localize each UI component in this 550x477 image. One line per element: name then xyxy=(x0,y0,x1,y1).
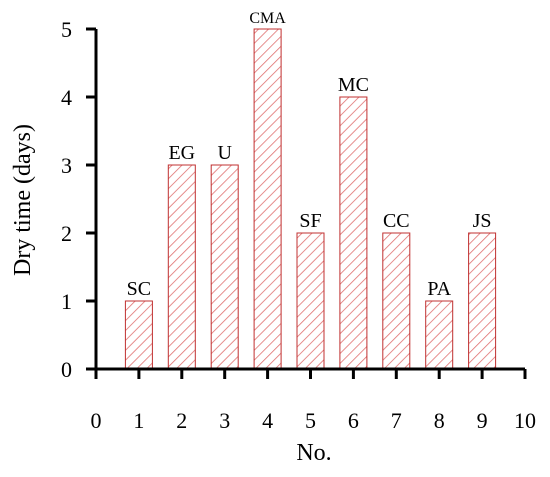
x-tick-label: 0 xyxy=(91,408,102,433)
y-tick-label: 0 xyxy=(61,357,72,382)
x-axis-label: No. xyxy=(296,440,331,466)
x-tick-label: 2 xyxy=(176,408,187,433)
bar-1 xyxy=(124,300,153,370)
bar-label-7: CC xyxy=(383,210,410,232)
bar-4 xyxy=(253,28,282,370)
bar-label-2: EG xyxy=(168,142,195,164)
bar-7 xyxy=(382,232,411,370)
y-axis-label: Dry time (days) xyxy=(10,124,36,276)
y-tick-label: 3 xyxy=(61,153,72,178)
bar-3 xyxy=(210,164,239,370)
bar-label-1: SC xyxy=(127,278,151,300)
x-tick-label: 10 xyxy=(514,408,536,433)
bar-8 xyxy=(425,300,454,370)
x-tick-label: 4 xyxy=(262,408,273,433)
bar-5 xyxy=(296,232,325,370)
x-tick-label: 1 xyxy=(133,408,144,433)
y-tick-label: 4 xyxy=(61,85,72,110)
bar-2 xyxy=(167,164,196,370)
x-tick-label: 9 xyxy=(477,408,488,433)
x-tick-label: 8 xyxy=(434,408,445,433)
bar-labels: SC EG U CMA SF MC CC PA JS xyxy=(127,10,492,300)
bar-6 xyxy=(339,96,368,370)
y-tick-label: 1 xyxy=(61,289,72,314)
bars xyxy=(124,28,497,370)
y-tick-label: 5 xyxy=(61,17,72,42)
y-tick-label: 2 xyxy=(61,221,72,246)
bar-label-9: JS xyxy=(473,210,492,232)
y-ticks: 0 1 2 3 4 5 xyxy=(61,17,96,382)
x-tick-label: 7 xyxy=(391,408,402,433)
x-ticks: 0 1 2 3 4 5 6 7 8 9 10 xyxy=(91,369,536,433)
x-tick-label: 3 xyxy=(219,408,230,433)
bar-label-6: MC xyxy=(338,74,369,96)
bar-label-5: SF xyxy=(299,210,321,232)
bar-label-8: PA xyxy=(427,278,451,300)
bar-9 xyxy=(468,232,497,370)
x-tick-label: 5 xyxy=(305,408,316,433)
bar-label-4: CMA xyxy=(249,10,286,27)
bar-label-3: U xyxy=(217,142,232,164)
x-tick-label: 6 xyxy=(348,408,359,433)
